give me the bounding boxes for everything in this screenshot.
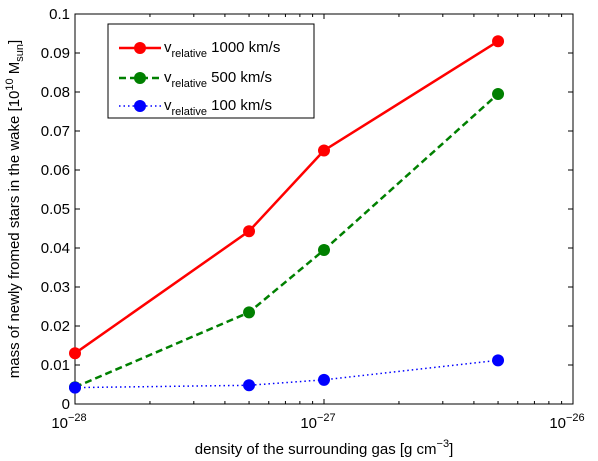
legend-label-100-sub: relative	[172, 106, 207, 118]
legend-label-100: vrelative 100 km/s	[164, 97, 272, 118]
y-tick-label: 0.04	[41, 240, 70, 257]
data-point-series-2	[69, 381, 81, 394]
y-tick-label: 0.08	[41, 84, 70, 101]
legend-label-100-v: v	[164, 97, 172, 114]
data-point-series-0	[318, 144, 330, 157]
x-tick-label: 10−26	[549, 412, 584, 432]
x-tick-label-base: 10	[549, 415, 566, 432]
series-group	[69, 35, 505, 394]
legend-label-1000-v: v	[164, 39, 172, 56]
legend-label-500: vrelative 500 km/s	[164, 69, 272, 90]
legend-label-500-v: v	[164, 69, 172, 86]
y-tick-label: 0.03	[41, 279, 70, 296]
y-tick-label: 0.09	[41, 45, 70, 62]
series-line-2	[74, 359, 499, 389]
y-tick-label: 0.01	[41, 357, 70, 374]
y-axis-label-main: mass of newly fromed stars in the wake […	[6, 91, 23, 379]
y-axis-label-sup: 10	[4, 78, 16, 90]
axis-ticks: 0 0.01 0.02 0.03 0.04 0.05 0.06 0.07 0.08 0.09 0.1…	[41, 6, 585, 432]
legend-marker-500	[134, 72, 146, 84]
y-tick-label: 0.1	[49, 6, 70, 23]
legend-marker-1000	[134, 42, 146, 54]
data-point-series-2	[243, 379, 256, 392]
x-axis-label-sup: −3	[437, 438, 450, 450]
data-point-series-2	[318, 373, 330, 386]
legend-label-500-sub: relative	[172, 78, 207, 90]
x-tick-label-base: 10	[51, 415, 68, 432]
y-axis-label-mid: M	[6, 62, 23, 79]
legend-entry-100: vrelative 100 km/s	[119, 97, 272, 118]
legend-label-100-rest: 100 km/s	[207, 97, 272, 114]
y-axis-label-end: ]	[6, 40, 23, 44]
legend-entry-500: vrelative 500 km/s	[119, 69, 272, 90]
legend-label-1000-rest: 1000 km/s	[207, 39, 280, 56]
legend: vrelative 1000 km/s vrelative 500 km/s v…	[107, 23, 315, 119]
data-point-series-2	[492, 354, 505, 367]
data-point-series-0	[243, 225, 256, 238]
series-line-1	[74, 93, 499, 389]
x-tick-label-base: 10	[300, 415, 317, 432]
data-point-series-0	[69, 347, 81, 360]
legend-entry-1000: vrelative 1000 km/s	[119, 39, 280, 60]
x-tick-label: 10−27	[300, 412, 335, 432]
y-tick-label: 0.06	[41, 162, 70, 179]
series-line-0	[74, 40, 499, 355]
x-axis-label-main: density of the surrounding gas [g cm	[195, 441, 437, 458]
data-point-series-0	[492, 35, 505, 48]
y-axis-label: mass of newly fromed stars in the wake […	[4, 40, 26, 378]
data-point-series-1	[243, 306, 256, 319]
x-tick-label-exp: −26	[566, 412, 585, 424]
y-axis-label-sub: sun	[14, 44, 26, 62]
x-tick-label-exp: −27	[317, 412, 336, 424]
y-tick-label: 0	[62, 396, 70, 413]
y-tick-label: 0.02	[41, 318, 70, 335]
x-axis-label-end: ]	[449, 441, 453, 458]
x-axis-label: density of the surrounding gas [g cm−3]	[195, 438, 454, 458]
legend-marker-100	[134, 100, 146, 112]
legend-label-1000-sub: relative	[172, 48, 207, 60]
data-point-series-1	[492, 87, 505, 100]
x-tick-label-exp: −28	[68, 412, 87, 424]
legend-label-500-rest: 500 km/s	[207, 69, 272, 86]
data-point-series-1	[318, 243, 330, 256]
x-tick-label: 10−28	[51, 412, 86, 432]
y-tick-label: 0.07	[41, 123, 70, 140]
legend-label-1000: vrelative 1000 km/s	[164, 39, 280, 60]
y-tick-label: 0.05	[41, 201, 70, 218]
